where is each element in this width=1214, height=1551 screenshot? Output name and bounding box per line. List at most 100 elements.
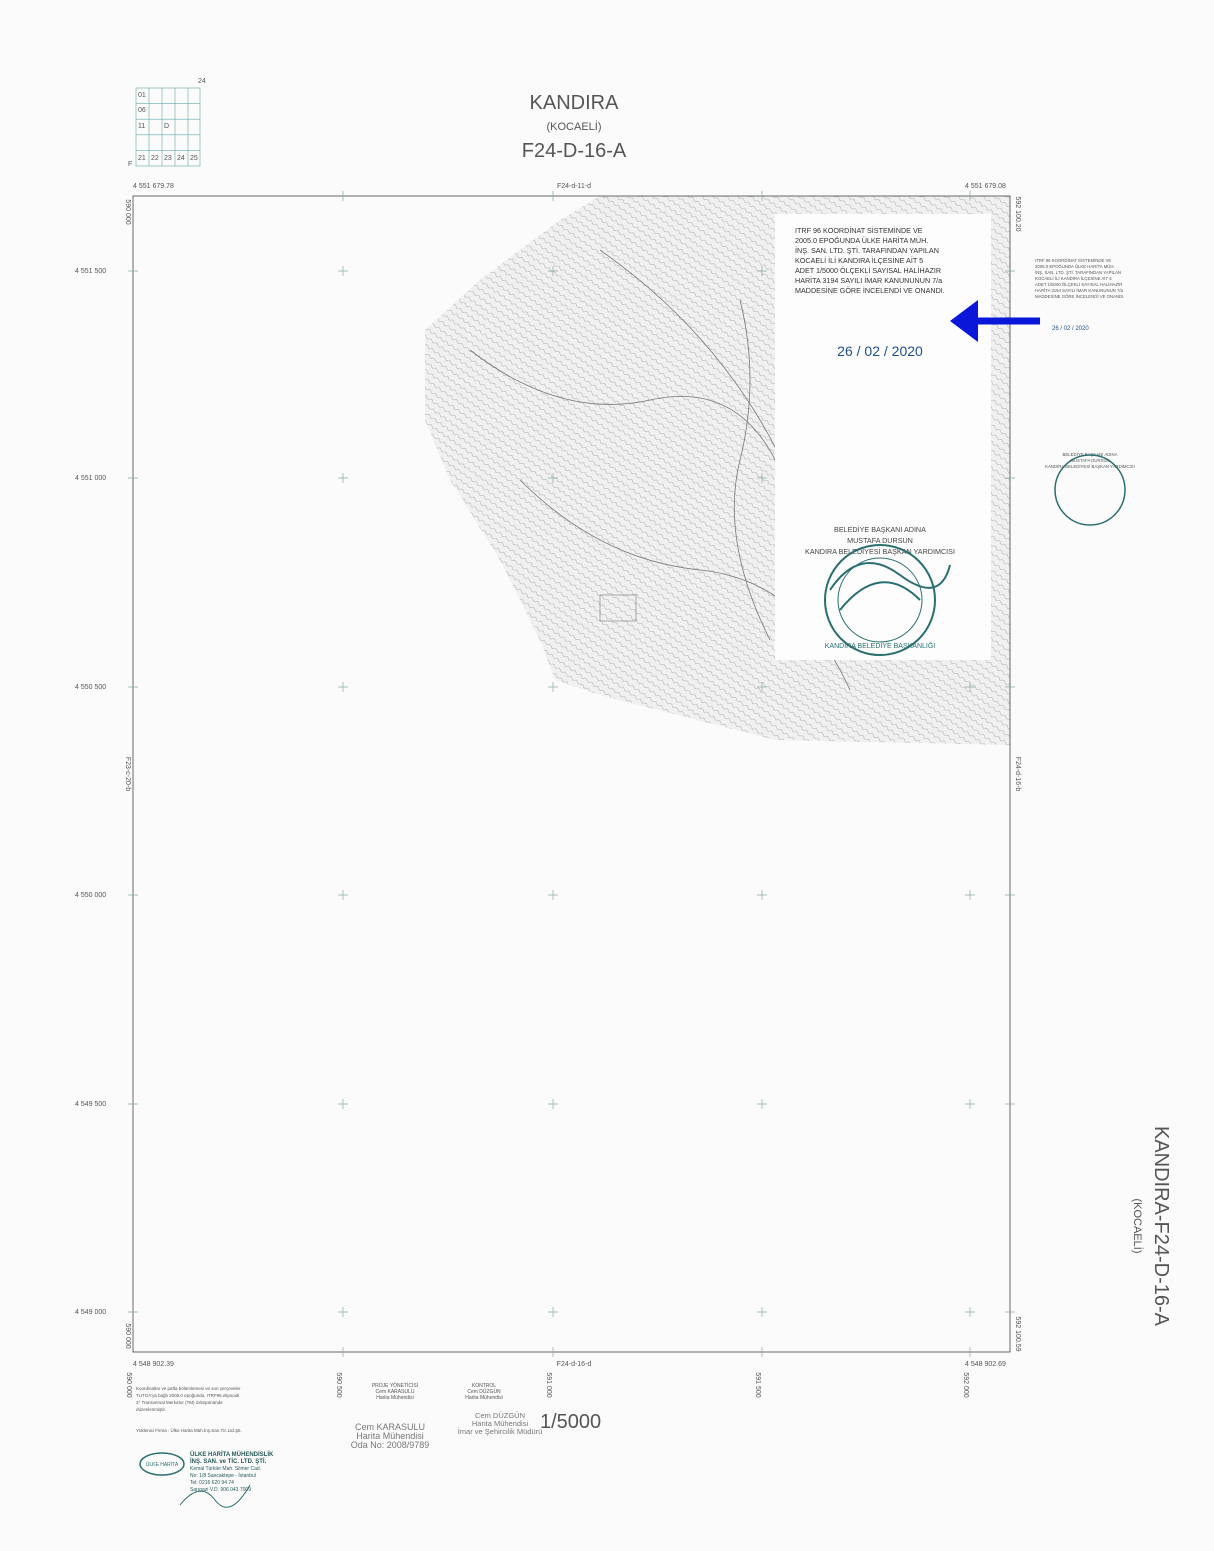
northing-label: 4 551 000	[75, 475, 106, 482]
approval-line: MADDESİNE GÖRE İNCELENDİ VE ONANDI.	[795, 286, 945, 295]
easting-label: 592 000	[962, 1372, 969, 1397]
stamp-left: Cem KARASULU	[355, 1422, 425, 1432]
index-cell: 23	[164, 155, 172, 162]
grid-cross	[548, 266, 558, 276]
stamp	[837, 557, 923, 643]
title: KANDIRA	[530, 92, 620, 114]
index-cell: 01	[138, 92, 146, 99]
approval-date: 26 / 02 / 2020	[837, 343, 923, 359]
approval-line: İNŞ. SAN. LTD. ŞTİ. TARAFINDAN YAPILAN	[795, 246, 939, 255]
approval-line: ITRF 96 KOORDİNAT SİSTEMİNDE VE	[795, 226, 923, 235]
company: Tel: 0216 620 94 74	[190, 1480, 234, 1486]
scale: 1/5000	[540, 1411, 601, 1433]
company: No: 1/8 Sancaktepe - İstanbul	[190, 1472, 256, 1479]
side-province: (KOCAELİ)	[1131, 1198, 1144, 1253]
approval-line: ADET 1/5000 ÖLÇEKLİ SAYISAL HALİHAZIR	[795, 266, 941, 275]
grid-cross	[757, 890, 767, 900]
northing-label: 4 550 500	[75, 684, 106, 691]
company: Kemal Türkler Mah. Silmer Cad.	[190, 1466, 261, 1472]
index-top: 24	[198, 78, 206, 85]
map-frame	[132, 195, 1011, 1353]
approval-line: ITRF 96 KOORDİNAT SİSTEMİNDE VE	[1035, 258, 1111, 263]
side-sheet: KANDIRA-F24-D-16-A	[1150, 1126, 1172, 1327]
northing-label: 4 551 500	[75, 268, 106, 275]
signature-line: BELEDİYE BAŞKANI ADINA	[834, 525, 926, 534]
signature-line: KANDIRA BELEDİYESİ BAŞKAN YARDIMCISI	[805, 547, 955, 556]
signature	[829, 562, 951, 611]
grid-cross	[548, 1099, 558, 1109]
grid-cross	[757, 1307, 767, 1317]
index-cell: 22	[151, 155, 159, 162]
easting-label: 591 500	[754, 1372, 761, 1397]
neighbor-sheet: F24-d-16-d	[557, 1361, 592, 1368]
project-manager: Harita Mühendisi	[376, 1395, 414, 1401]
approval-line: İNŞ. SAN. LTD. ŞTİ. TARAFINDAN YAPILAN	[1035, 270, 1121, 275]
easting-label: 590 000	[124, 1323, 131, 1348]
grid-cross	[338, 473, 348, 483]
approval-line: MADDESİNE GÖRE İNCELENDİ VE ONANDI.	[1035, 294, 1125, 299]
project-manager: Cem KARASULU	[376, 1389, 415, 1395]
project-manager: PROJE YÖNETİCİSİ	[372, 1382, 418, 1389]
northing-label: 4 549 000	[75, 1309, 106, 1316]
signature-line: KANDIRA BELEDİYESİ BAŞKAN YARDIMCISI	[1045, 464, 1135, 469]
stamp-left: Harita Mühendisi	[356, 1431, 424, 1441]
approval-line: 2005.0 EPOĞUNDA ÜLKE HARİTA MÜH.	[795, 236, 928, 245]
grid-cross	[338, 890, 348, 900]
index-cell: 11	[138, 123, 145, 130]
neighbor-sheet: F24-d-16-b	[1014, 757, 1021, 792]
approval-line: HARİTA 3194 SAYILI İMAR KANUNUNUN 7/a	[1035, 288, 1124, 293]
easting-label: 590 000	[125, 1372, 132, 1397]
index-cell: D	[164, 123, 169, 130]
stamp	[824, 544, 936, 656]
grid-cross	[757, 473, 767, 483]
approval-line: HARİTA 3194 SAYILI İMAR KANUNUNUN 7/a	[795, 276, 942, 285]
easting-label: 592 100.20	[1014, 196, 1021, 231]
grid-cross	[548, 890, 558, 900]
approval-line: KOCAELİ İLİ KANDIRA İLÇESİNE AİT 5	[795, 256, 923, 265]
index-corner: F	[128, 161, 132, 168]
approval-box	[775, 214, 991, 660]
index-cell: 25	[190, 155, 198, 162]
grid-cross	[757, 1099, 767, 1109]
approval-line: KOCAELİ İLİ KANDIRA İLÇESİNE AİT 5	[1035, 276, 1112, 281]
control: Cem DÜZGÜN	[467, 1388, 501, 1395]
signature-line: MUSTAFA DURSUN	[847, 536, 913, 545]
corner-coord: 4 548 902.69	[965, 1361, 1006, 1368]
easting-label: 590 000	[124, 199, 131, 224]
logo-shape	[139, 1452, 185, 1476]
neighbor-sheet: F24-d-11-d	[557, 183, 591, 190]
corner-coord: 4 548 902.39	[133, 1361, 174, 1368]
index-grid	[135, 87, 201, 167]
corner-coord: 4 551 679.08	[965, 183, 1006, 190]
grid-cross	[338, 1099, 348, 1109]
grid-cross	[548, 1307, 558, 1317]
province: (KOCAELİ)	[546, 120, 601, 133]
index-cell: 21	[138, 155, 146, 162]
grid-cross	[757, 266, 767, 276]
logo: ÜLKE HARİTA	[146, 1461, 179, 1468]
grid-cross	[965, 1099, 975, 1109]
northing-label: 4 549 500	[75, 1101, 106, 1108]
grid-cross	[757, 682, 767, 692]
grid-cross	[965, 1307, 975, 1317]
sheet-code: F24-D-16-A	[522, 140, 627, 162]
control: KONTROL	[472, 1383, 496, 1389]
easting-label: 591 000	[545, 1372, 552, 1397]
corner-coord: 4 551 679.78	[133, 183, 174, 190]
signature-line: MUSTAFA DURSUN	[1070, 458, 1109, 463]
grid-cross	[548, 473, 558, 483]
neighbor-sheet: F23-c-20-b	[124, 757, 131, 791]
grid-cross	[338, 1307, 348, 1317]
company: İNŞ. SAN. ve TİC. LTD. ŞTİ.	[190, 1458, 267, 1465]
stamp-right: Cem DÜZGÜN	[475, 1411, 525, 1420]
stamp-right: Harita Mühendisi	[472, 1419, 529, 1428]
note: TUTGA'ya bağlı 2005.0 epoğunda, ITRF96 e…	[136, 1393, 239, 1398]
easting-label: 590 500	[335, 1372, 342, 1397]
arrow	[950, 300, 1040, 342]
grid-cross	[965, 890, 975, 900]
index-cell: 06	[138, 107, 146, 114]
note: 3° Transversal Merkator (TM) izdüşümünde	[136, 1400, 223, 1405]
grid-cross	[548, 682, 558, 692]
grid-cross	[965, 682, 975, 692]
